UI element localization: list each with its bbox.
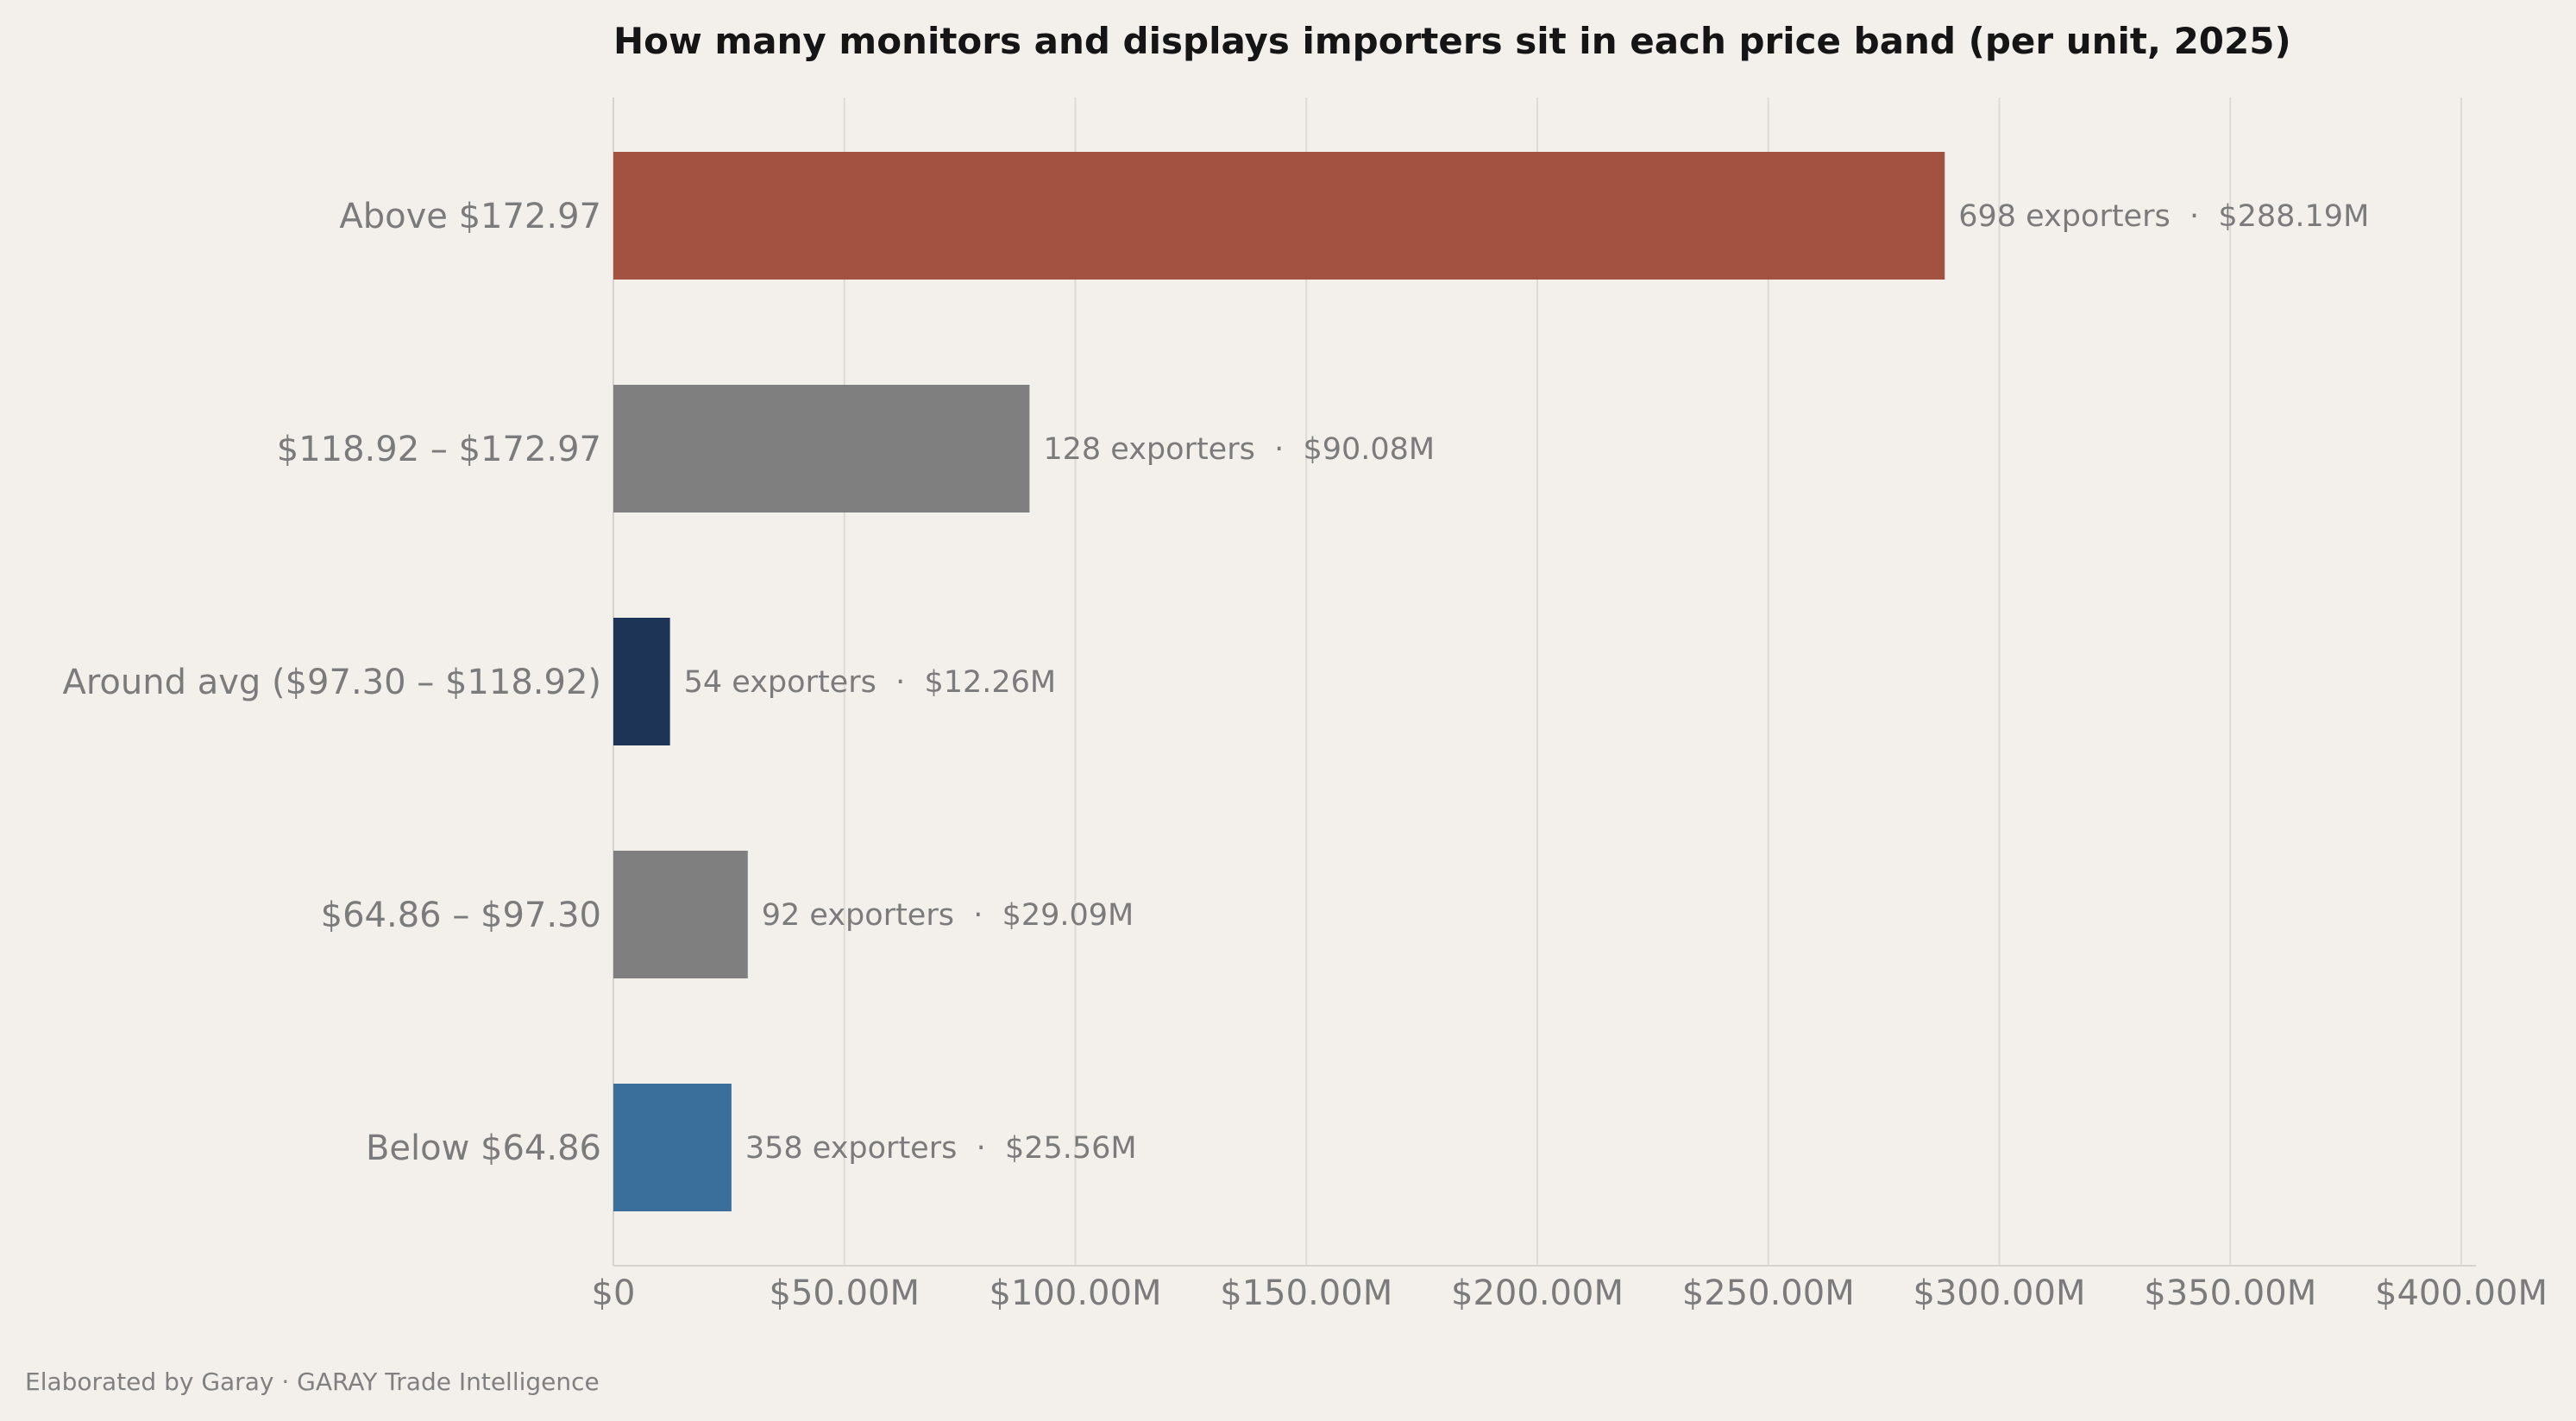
data-label: 358 exporters · $25.56M [745, 1131, 1137, 1166]
data-labels: 698 exporters · $288.19M 128 exporters · … [684, 199, 2370, 1166]
x-tick-labels: $0 $50.00M $100.00M $150.00M $200.00M $250.00… [592, 1273, 2548, 1313]
x-tick-label: $100.00M [990, 1273, 1162, 1313]
bar [613, 618, 670, 745]
bar [613, 851, 748, 978]
data-label: 128 exporters · $90.08M [1043, 432, 1435, 467]
x-tick-label: $0 [592, 1273, 636, 1313]
category-labels: Above $172.97 $118.92 – $172.97 Around avg… [62, 197, 601, 1168]
data-label: 698 exporters · $288.19M [1958, 199, 2369, 234]
category-label: Below $64.86 [366, 1129, 601, 1168]
x-tick-label: $150.00M [1220, 1273, 1392, 1313]
category-label: $118.92 – $172.97 [277, 430, 601, 469]
data-label: 54 exporters · $12.26M [684, 665, 1056, 700]
gridlines [843, 97, 2462, 1266]
category-label: Above $172.97 [339, 197, 601, 236]
footer-credit: Elaborated by Garay · GARAY Trade Intell… [25, 1368, 600, 1396]
bar-group [613, 152, 1945, 1211]
x-tick-label: $50.00M [770, 1273, 920, 1313]
bar [613, 1084, 732, 1211]
x-tick-label: $300.00M [1913, 1273, 2086, 1313]
chart-title: How many monitors and displays importers… [613, 20, 2291, 62]
x-tick-label: $250.00M [1682, 1273, 1855, 1313]
x-tick-label: $200.00M [1451, 1273, 1624, 1313]
x-tick-label: $400.00M [2375, 1273, 2548, 1313]
x-tick-label: $350.00M [2144, 1273, 2316, 1313]
category-label: Around avg ($97.30 – $118.92) [62, 663, 601, 702]
category-label: $64.86 – $97.30 [321, 896, 601, 935]
bar [613, 152, 1945, 280]
data-label: 92 exporters · $29.09M [762, 898, 1134, 933]
bar [613, 385, 1030, 512]
